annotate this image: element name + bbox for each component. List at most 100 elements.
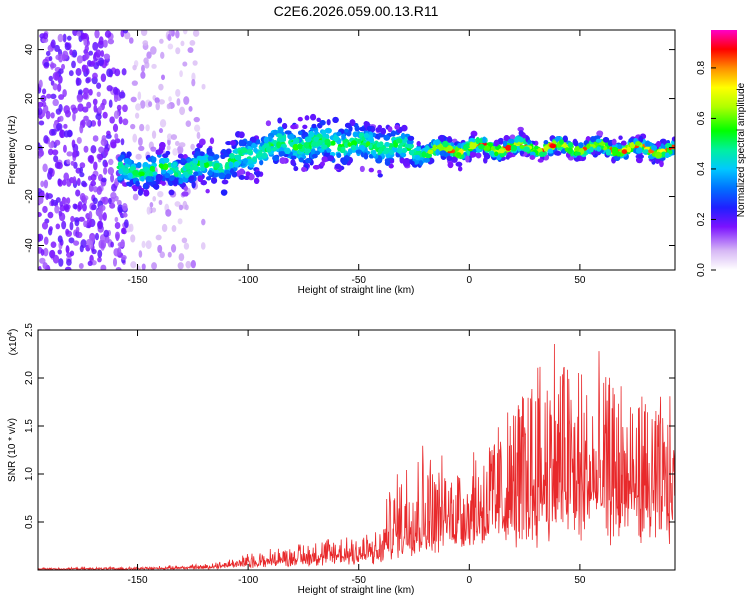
y-tick-label: 0.5 xyxy=(24,515,35,529)
noise-cell xyxy=(146,206,151,215)
signal-cell xyxy=(354,125,360,132)
noise-cell xyxy=(124,31,131,40)
noise-cell xyxy=(113,94,119,103)
noise-cell xyxy=(177,262,184,270)
noise-cell xyxy=(178,204,184,211)
noise-cell xyxy=(138,145,145,151)
noise-cell xyxy=(166,133,173,141)
signal-cell xyxy=(651,144,658,151)
noise-cell xyxy=(182,30,188,35)
noise-cell xyxy=(95,49,102,58)
signal-cell xyxy=(399,157,406,164)
noise-cell xyxy=(75,189,81,197)
signal-cell xyxy=(637,154,644,159)
noise-cell xyxy=(183,242,190,250)
signal-cell xyxy=(659,160,664,168)
noise-cell xyxy=(62,179,67,186)
noise-cell xyxy=(58,68,64,75)
noise-cell xyxy=(43,247,49,257)
noise-cell xyxy=(69,250,75,257)
signal-cell xyxy=(586,143,591,149)
y-tick-label: -40 xyxy=(24,238,35,253)
signal-cell xyxy=(383,134,390,141)
signal-cell xyxy=(229,168,235,175)
noise-cell xyxy=(121,255,127,261)
noise-cell xyxy=(154,97,160,104)
colorbar-tick-label: 0.6 xyxy=(696,111,707,125)
signal-cell xyxy=(230,140,237,146)
noise-cell xyxy=(92,197,98,205)
signal-cell xyxy=(228,161,234,169)
noise-cell xyxy=(84,52,89,61)
x-tick-label: -100 xyxy=(238,575,258,586)
signal-cell xyxy=(290,159,296,166)
noise-cell xyxy=(120,227,126,235)
noise-cell xyxy=(38,101,44,108)
noise-cell xyxy=(82,203,87,212)
signal-cell xyxy=(271,147,277,152)
signal-cell xyxy=(174,166,179,172)
noise-cell xyxy=(122,104,128,113)
noise-cell xyxy=(75,150,80,157)
noise-cell xyxy=(106,130,111,136)
noise-cell xyxy=(76,31,82,37)
signal-cell xyxy=(377,148,383,154)
signal-cell xyxy=(207,155,214,162)
signal-cell xyxy=(279,157,287,164)
signal-cell xyxy=(344,122,352,129)
noise-cell xyxy=(147,101,153,107)
noise-cell xyxy=(76,77,82,86)
noise-cell xyxy=(158,128,164,134)
signal-cell xyxy=(304,136,312,143)
noise-cell xyxy=(100,50,105,57)
x-tick-label: 0 xyxy=(467,575,473,586)
noise-cell xyxy=(110,241,114,248)
noise-cell xyxy=(71,49,78,58)
signal-cell xyxy=(259,159,264,166)
signal-cell xyxy=(596,130,604,137)
signal-cell xyxy=(368,167,374,173)
signal-cell xyxy=(334,163,342,170)
noise-cell xyxy=(102,196,109,205)
signal-cell xyxy=(221,149,227,154)
noise-cell xyxy=(103,53,110,59)
signal-cell xyxy=(161,169,167,175)
signal-cell xyxy=(225,173,231,180)
signal-cell xyxy=(229,153,235,159)
signal-cell xyxy=(595,138,602,143)
signal-cell xyxy=(562,135,568,143)
signal-cell xyxy=(173,172,179,177)
colorbar-tick-label: 0.0 xyxy=(696,263,707,277)
signal-cell xyxy=(377,173,383,178)
noise-cell xyxy=(168,30,173,35)
noise-cell xyxy=(68,237,75,244)
signal-cell xyxy=(276,141,282,149)
noise-cell xyxy=(193,116,200,123)
signal-cell xyxy=(321,129,327,136)
noise-cell xyxy=(191,72,196,82)
signal-cell xyxy=(383,147,390,153)
noise-cell xyxy=(178,253,185,262)
noise-cell xyxy=(183,96,190,105)
noise-cell xyxy=(69,49,73,56)
noise-cell xyxy=(55,223,61,230)
noise-cell xyxy=(85,68,90,75)
noise-cell xyxy=(88,88,93,96)
signal-cell xyxy=(349,119,356,127)
noise-cell xyxy=(42,32,49,40)
noise-cell xyxy=(111,183,117,192)
noise-cell xyxy=(79,172,85,178)
noise-cell xyxy=(42,88,47,95)
noise-cell xyxy=(194,124,201,132)
signal-cell xyxy=(401,147,408,153)
signal-cell xyxy=(567,141,574,148)
noise-cell xyxy=(179,70,183,78)
noise-cell xyxy=(72,30,78,36)
noise-cell xyxy=(128,223,134,233)
noise-cell xyxy=(109,202,116,209)
noise-cell xyxy=(71,60,76,69)
signal-cell xyxy=(493,139,499,147)
signal-cell xyxy=(298,130,303,136)
signal-cell xyxy=(388,149,395,155)
noise-cell xyxy=(52,83,58,91)
